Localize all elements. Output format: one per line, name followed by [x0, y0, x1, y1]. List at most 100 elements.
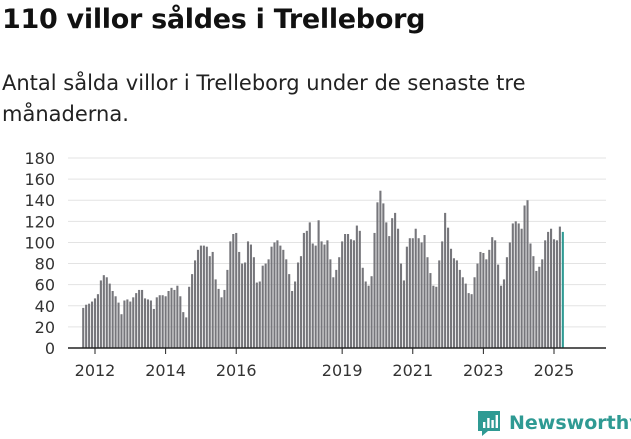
bar — [391, 218, 394, 348]
bar-chart: 0 20 40 60 80 100 120 140 160 180 2012 2014 2016 2019… — [24, 140, 606, 380]
bar — [188, 286, 191, 348]
bar — [135, 293, 138, 348]
bar — [385, 222, 388, 348]
bar — [397, 228, 400, 348]
bar — [320, 241, 323, 348]
bar — [494, 240, 497, 348]
bar — [205, 246, 208, 348]
bar — [541, 259, 544, 348]
bar — [479, 251, 482, 348]
bar — [167, 291, 170, 348]
bar — [411, 238, 414, 348]
bar — [355, 225, 358, 348]
bar — [367, 285, 370, 348]
bar — [529, 243, 532, 348]
bar — [420, 242, 423, 348]
bar — [402, 280, 405, 348]
bar — [91, 301, 94, 348]
bar — [341, 241, 344, 348]
bar — [114, 296, 117, 348]
bar — [405, 246, 408, 348]
bar — [232, 234, 235, 348]
bar — [170, 287, 173, 348]
bar — [444, 212, 447, 348]
bar — [344, 234, 347, 348]
bar — [132, 297, 135, 348]
bar — [202, 245, 205, 348]
bar — [497, 264, 500, 348]
x-tick-label: 2016 — [216, 361, 257, 380]
y-tick-label: 100 — [24, 233, 55, 252]
y-tick-label: 20 — [35, 318, 55, 337]
bar — [532, 256, 535, 348]
bar — [514, 221, 517, 348]
bar — [267, 259, 270, 348]
bar — [352, 240, 355, 348]
x-tick-label: 2025 — [534, 361, 575, 380]
bar — [332, 277, 335, 348]
bar — [143, 298, 147, 348]
bar — [502, 279, 506, 348]
bar — [105, 277, 108, 348]
bar — [299, 256, 303, 348]
bar — [414, 228, 417, 348]
bar — [208, 256, 211, 348]
bar — [447, 227, 450, 348]
bar — [467, 293, 470, 348]
bar — [82, 307, 85, 348]
bar-highlight — [561, 231, 564, 348]
bar — [452, 258, 456, 348]
bar — [282, 249, 285, 348]
bar — [317, 220, 320, 348]
bar — [96, 294, 99, 348]
bar — [558, 226, 561, 348]
bar — [99, 280, 102, 348]
bar — [488, 249, 491, 348]
bar — [505, 257, 508, 348]
bar — [538, 266, 541, 348]
bar — [435, 286, 438, 348]
bar — [291, 291, 294, 348]
bar — [235, 232, 238, 348]
bar — [252, 257, 255, 348]
bar — [373, 232, 376, 348]
bar — [458, 269, 461, 348]
bar — [217, 288, 220, 348]
bar — [264, 263, 267, 348]
bar — [258, 281, 261, 348]
x-tick-label: 2023 — [463, 361, 504, 380]
bar — [273, 242, 276, 348]
bar — [476, 263, 479, 348]
bar — [526, 200, 529, 348]
bar — [152, 308, 155, 348]
bar — [85, 304, 88, 348]
bar — [285, 259, 288, 348]
bar — [552, 239, 556, 348]
x-tick-label: 2014 — [145, 361, 186, 380]
bar — [550, 228, 553, 348]
bar — [193, 260, 197, 348]
brand-logo: Newsworthy — [476, 408, 631, 438]
bar — [158, 295, 161, 348]
bar — [441, 241, 444, 348]
bar — [408, 238, 411, 348]
bar — [376, 202, 379, 348]
bar — [182, 312, 185, 348]
bar — [294, 281, 297, 348]
bar — [520, 228, 523, 348]
x-tick-label: 2019 — [322, 361, 363, 380]
bar — [111, 291, 114, 348]
bar-annotation-label: 110 — [552, 140, 583, 144]
bar — [308, 222, 311, 348]
bar — [238, 251, 241, 348]
bar — [426, 257, 429, 348]
bar — [199, 245, 202, 348]
newsworthy-logo-icon — [478, 411, 500, 436]
chart-title: 110 villor såldes i Trelleborg — [2, 4, 426, 35]
bar — [423, 235, 426, 348]
bar — [223, 289, 226, 348]
bar — [129, 301, 132, 348]
bar — [455, 260, 458, 348]
bar — [173, 289, 176, 348]
bar — [249, 244, 252, 348]
